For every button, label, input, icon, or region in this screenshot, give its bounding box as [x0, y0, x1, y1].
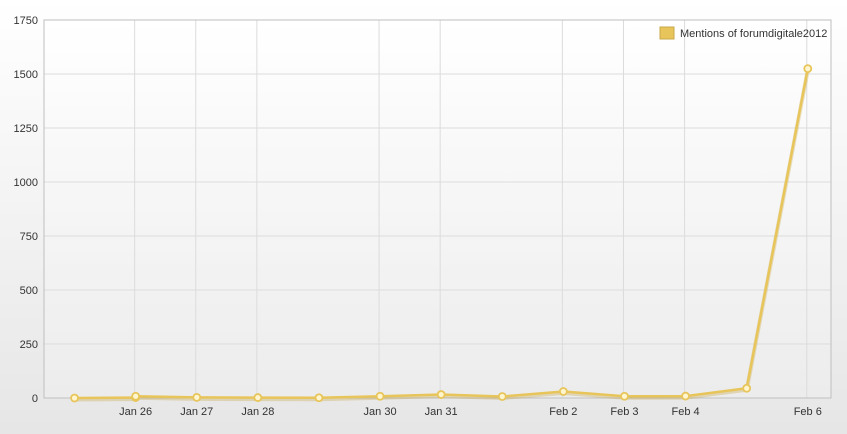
data-point: [620, 391, 629, 401]
legend-label: Mentions of forumdigitale2012: [680, 28, 827, 40]
x-tick-label: Jan 27: [180, 406, 213, 418]
legend: Mentions of forumdigitale2012: [659, 26, 827, 40]
data-point: [314, 393, 324, 403]
x-tick-label: Jan 31: [425, 406, 458, 418]
y-tick-label: 750: [20, 231, 38, 243]
series-line: [74, 68, 810, 400]
data-point: [375, 391, 385, 401]
data-point: [253, 393, 263, 402]
y-tick-label: 500: [20, 285, 38, 297]
x-tick-label: Feb 6: [794, 406, 822, 418]
x-tick-label: Jan 26: [119, 406, 152, 418]
x-tick-label: Feb 3: [610, 406, 638, 418]
legend-swatch: [659, 26, 675, 40]
x-tick-label: Feb 4: [672, 406, 700, 418]
data-point: [131, 391, 141, 401]
plot-border: [43, 19, 832, 399]
data-point: [742, 383, 752, 393]
data-point: [497, 392, 507, 401]
y-tick-label: 1750: [14, 15, 38, 27]
data-point: [803, 64, 813, 73]
axes: 0 250 500 750 1000 1250 1500 1750 Jan 26 Jan 27 Ja…: [14, 15, 822, 418]
data-point: [192, 392, 202, 402]
data-point: [681, 391, 690, 401]
x-tick-label: Jan 28: [241, 406, 274, 418]
y-tick-label: 1250: [14, 123, 38, 135]
data-point: [558, 387, 568, 396]
series: [70, 64, 813, 403]
x-tick-label: Jan 30: [364, 406, 397, 418]
series-line-shadow: [74, 69, 810, 402]
y-tick-label: 250: [20, 339, 38, 351]
y-tick-label: 1000: [14, 177, 38, 189]
data-point: [436, 390, 446, 399]
data-point: [70, 393, 79, 403]
y-tick-label: 0: [32, 393, 38, 405]
plot-area: [44, 20, 831, 398]
x-tick-label: Feb 2: [549, 406, 577, 418]
y-tick-label: 1500: [14, 69, 38, 81]
legend-item: Mentions of forumdigitale2012: [659, 26, 827, 40]
